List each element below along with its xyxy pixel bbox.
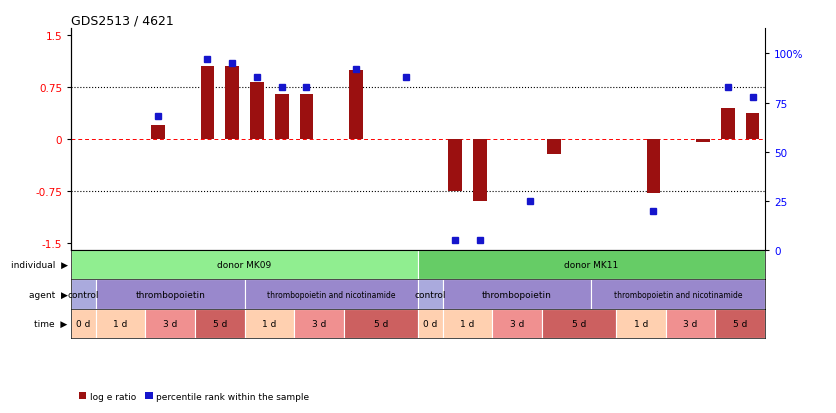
Bar xyxy=(96,309,145,339)
Bar xyxy=(443,280,592,309)
Text: thrombopoietin: thrombopoietin xyxy=(482,290,552,299)
Text: 3 d: 3 d xyxy=(312,319,326,328)
Bar xyxy=(492,309,542,339)
Bar xyxy=(721,109,735,140)
Text: agent  ▶: agent ▶ xyxy=(28,290,68,299)
Text: thrombopoietin and nicotinamide: thrombopoietin and nicotinamide xyxy=(267,290,395,299)
Bar xyxy=(226,67,239,140)
Bar xyxy=(696,140,710,143)
Bar xyxy=(443,309,492,339)
Bar xyxy=(71,250,418,280)
Text: 0 d: 0 d xyxy=(423,319,437,328)
Bar xyxy=(299,95,314,140)
Text: 5 d: 5 d xyxy=(572,319,586,328)
Bar xyxy=(201,67,214,140)
Text: 0 d: 0 d xyxy=(76,319,90,328)
Bar xyxy=(71,309,96,339)
Bar xyxy=(145,309,195,339)
Text: 5 d: 5 d xyxy=(733,319,747,328)
Text: control: control xyxy=(68,290,99,299)
Bar xyxy=(716,309,765,339)
Text: donor MK09: donor MK09 xyxy=(217,261,272,269)
Text: 3 d: 3 d xyxy=(163,319,177,328)
Text: 1 d: 1 d xyxy=(114,319,128,328)
Text: 1 d: 1 d xyxy=(263,319,277,328)
Bar xyxy=(349,70,363,140)
Bar xyxy=(746,113,759,140)
Bar xyxy=(418,250,765,280)
Text: time  ▶: time ▶ xyxy=(34,319,68,328)
Bar xyxy=(275,95,288,140)
Text: donor MK11: donor MK11 xyxy=(564,261,619,269)
Bar xyxy=(294,309,344,339)
Text: GDS2513 / 4621: GDS2513 / 4621 xyxy=(71,15,174,28)
Text: control: control xyxy=(415,290,446,299)
Bar xyxy=(418,280,443,309)
Bar xyxy=(665,309,716,339)
Text: thrombopoietin and nicotinamide: thrombopoietin and nicotinamide xyxy=(614,290,742,299)
Bar xyxy=(448,140,462,191)
Bar xyxy=(71,280,96,309)
Bar xyxy=(245,309,294,339)
Text: 3 d: 3 d xyxy=(683,319,698,328)
Bar xyxy=(592,280,765,309)
Text: 5 d: 5 d xyxy=(374,319,388,328)
Text: 1 d: 1 d xyxy=(634,319,648,328)
Legend: log e ratio, percentile rank within the sample: log e ratio, percentile rank within the … xyxy=(75,388,313,404)
Bar xyxy=(344,309,418,339)
Bar xyxy=(542,309,616,339)
Bar xyxy=(473,140,487,202)
Text: 1 d: 1 d xyxy=(461,319,475,328)
Bar xyxy=(96,280,244,309)
Bar xyxy=(646,140,660,193)
Bar xyxy=(548,140,561,155)
Text: thrombopoietin: thrombopoietin xyxy=(135,290,205,299)
Text: individual  ▶: individual ▶ xyxy=(11,261,68,269)
Bar xyxy=(195,309,244,339)
Bar xyxy=(616,309,665,339)
Text: 5 d: 5 d xyxy=(212,319,227,328)
Bar xyxy=(418,309,443,339)
Text: 3 d: 3 d xyxy=(510,319,524,328)
Bar xyxy=(250,83,263,140)
Bar xyxy=(151,126,165,140)
Bar xyxy=(245,280,418,309)
